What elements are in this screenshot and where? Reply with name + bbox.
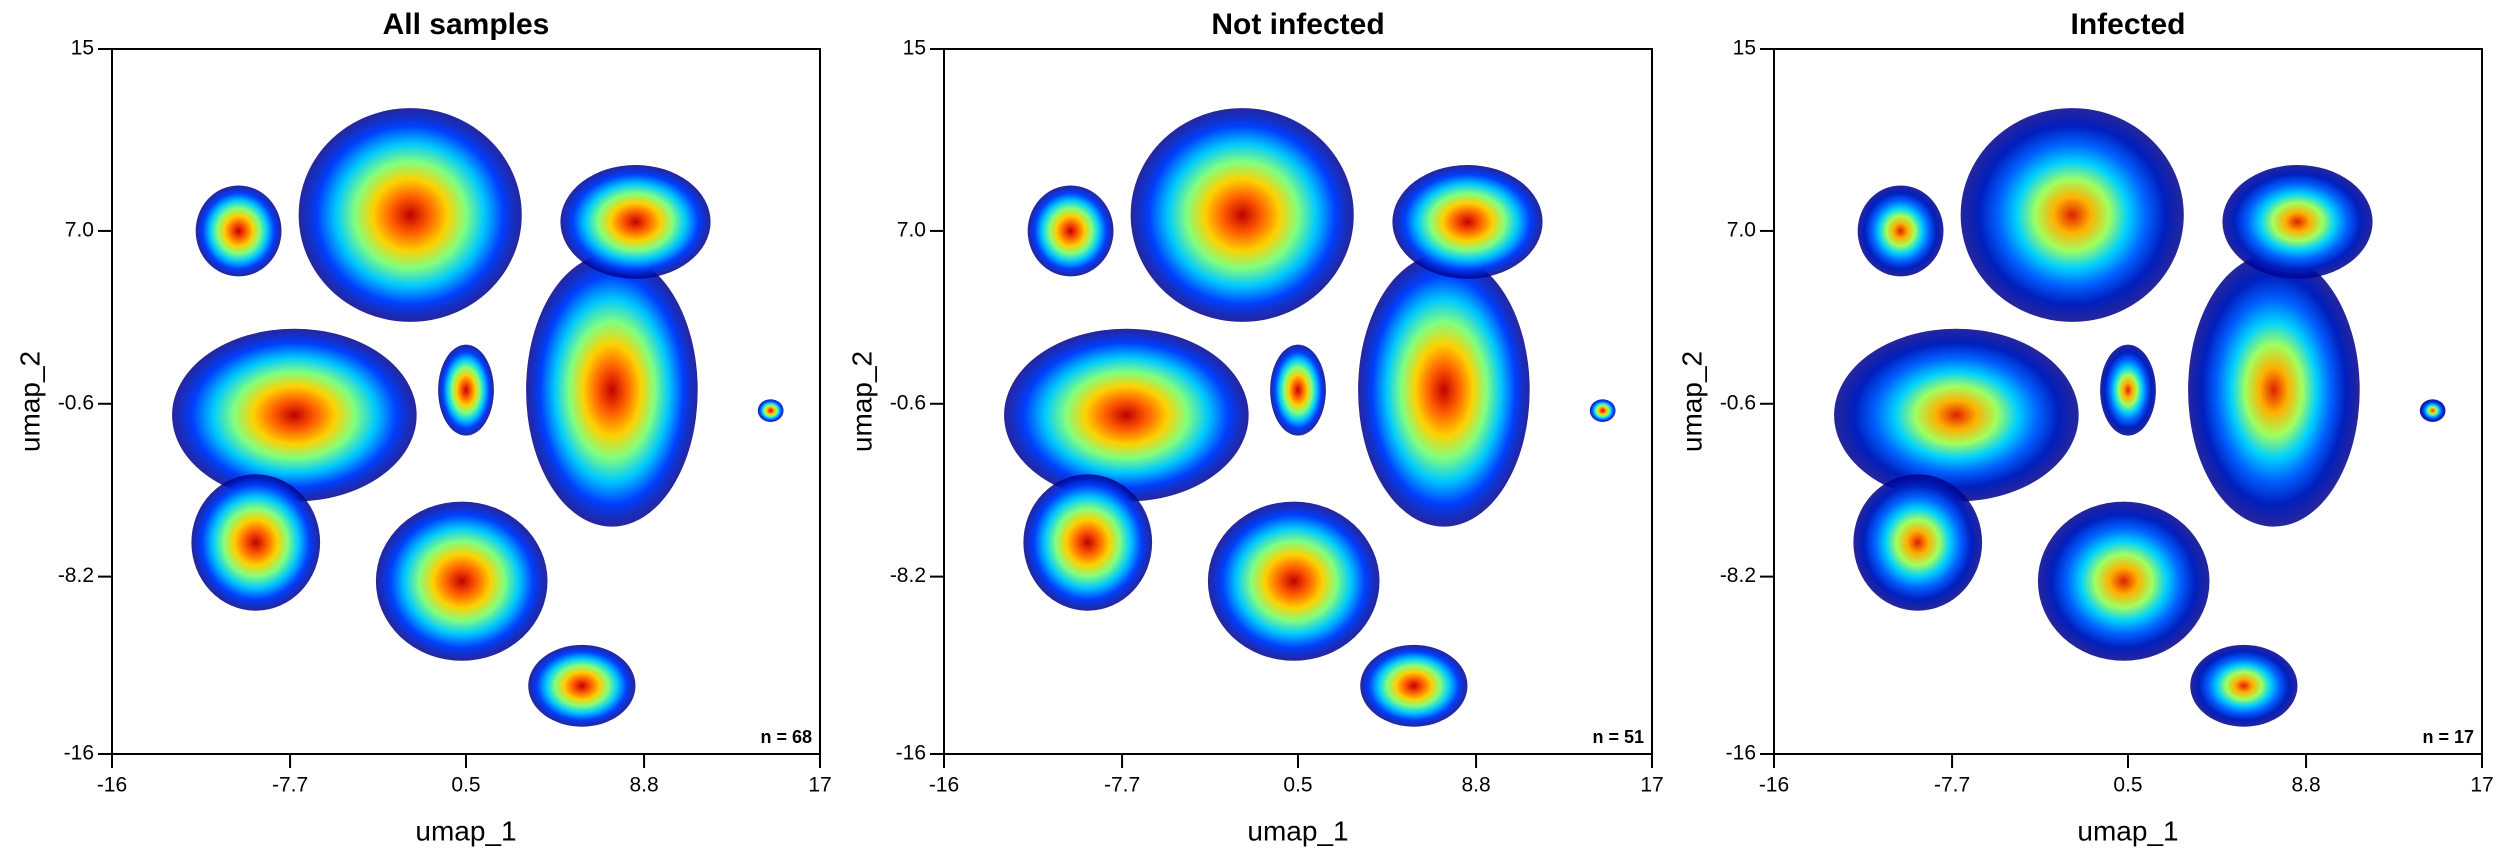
x-tick-label: -7.7 <box>1934 774 1970 797</box>
y-tick-label: 15 <box>71 37 94 60</box>
cluster <box>2190 644 2298 727</box>
cluster <box>191 474 321 611</box>
y-tick-label: -8.2 <box>58 564 94 587</box>
cluster <box>172 328 417 502</box>
x-tick-label: 17 <box>1640 774 1663 797</box>
cluster <box>1360 644 1468 727</box>
cluster <box>1392 164 1543 279</box>
x-tick-label: 0.5 <box>2113 774 2142 797</box>
y-tick-label: -0.6 <box>1720 391 1756 414</box>
y-tick-label: -0.6 <box>890 391 926 414</box>
x-tick-label: 8.8 <box>1461 774 1490 797</box>
x-tick-label: -16 <box>97 774 127 797</box>
cluster <box>560 164 711 279</box>
cluster <box>2419 399 2446 422</box>
chart-title: Not infected <box>1211 8 1384 41</box>
cluster <box>1857 185 1944 277</box>
cluster <box>528 644 636 727</box>
x-tick-label: -7.7 <box>272 774 308 797</box>
cluster <box>1834 328 2079 502</box>
y-tick-label: 7.0 <box>65 218 94 241</box>
x-axis-label: umap_1 <box>2077 815 2178 846</box>
x-tick-label: -16 <box>1759 774 1789 797</box>
y-tick-label: 7.0 <box>1727 218 1756 241</box>
y-tick-label: -16 <box>64 742 94 765</box>
y-tick-label: 7.0 <box>897 218 926 241</box>
annotation: n = 51 <box>1592 727 1644 747</box>
cluster <box>1027 185 1114 277</box>
chart-title: All samples <box>383 8 550 41</box>
x-tick-label: -7.7 <box>1104 774 1140 797</box>
cluster <box>1130 108 1354 322</box>
panel: -16 -7.7 0.5 8.8 17 15 7.0 -0.6 -8.2 -16 Not infec… <box>846 8 1663 846</box>
x-axis-label: umap_1 <box>1247 815 1348 846</box>
panel: -16 -7.7 0.5 8.8 17 15 7.0 -0.6 -8.2 -16 All sampl… <box>14 8 831 846</box>
x-tick-label: 17 <box>808 774 831 797</box>
cluster <box>526 253 698 527</box>
y-tick-label: -8.2 <box>1720 564 1756 587</box>
cluster <box>2100 344 2156 436</box>
cluster <box>438 344 494 436</box>
x-tick-label: 8.8 <box>2291 774 2320 797</box>
cluster <box>757 399 784 422</box>
cluster <box>2188 253 2360 527</box>
cluster <box>1358 253 1530 527</box>
cluster <box>2222 164 2373 279</box>
y-axis-label: umap_2 <box>1676 351 1707 452</box>
x-tick-label: 0.5 <box>1283 774 1312 797</box>
cluster <box>1207 501 1380 661</box>
cluster <box>1960 108 2184 322</box>
y-tick-label: -8.2 <box>890 564 926 587</box>
cluster <box>375 501 548 661</box>
y-tick-label: -16 <box>896 742 926 765</box>
x-tick-label: 17 <box>2470 774 2493 797</box>
x-tick-label: 0.5 <box>451 774 480 797</box>
annotation: n = 17 <box>2422 727 2474 747</box>
cluster <box>1023 474 1153 611</box>
y-axis-label: umap_2 <box>846 351 877 452</box>
panel: -16 -7.7 0.5 8.8 17 15 7.0 -0.6 -8.2 -16 Infected u… <box>1676 8 2493 846</box>
annotation: n = 68 <box>760 727 812 747</box>
y-tick-label: -0.6 <box>58 391 94 414</box>
y-tick-label: 15 <box>903 37 926 60</box>
y-tick-label: 15 <box>1733 37 1756 60</box>
cluster <box>1270 344 1326 436</box>
cluster <box>1589 399 1616 422</box>
x-tick-label: 8.8 <box>629 774 658 797</box>
cluster <box>298 108 522 322</box>
cluster <box>1004 328 1249 502</box>
x-tick-label: -16 <box>929 774 959 797</box>
cluster <box>1853 474 1983 611</box>
y-axis-label: umap_2 <box>14 351 45 452</box>
cluster <box>2037 501 2210 661</box>
y-tick-label: -16 <box>1726 742 1756 765</box>
chart-title: Infected <box>2070 8 2185 41</box>
cluster <box>195 185 282 277</box>
x-axis-label: umap_1 <box>415 815 516 846</box>
